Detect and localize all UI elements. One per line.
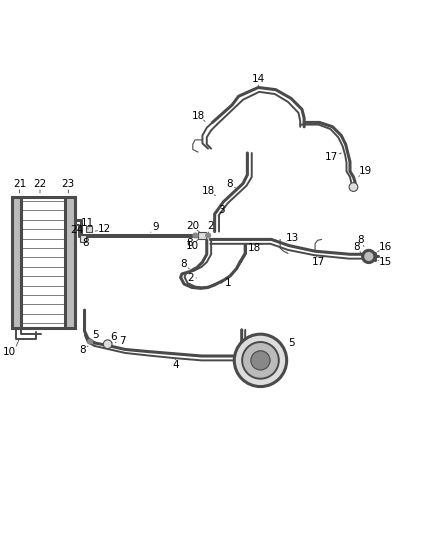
Text: 8: 8 — [353, 242, 360, 252]
Text: 8: 8 — [79, 345, 86, 356]
Circle shape — [205, 232, 211, 239]
Circle shape — [103, 340, 112, 349]
Text: 22: 22 — [33, 179, 46, 189]
Circle shape — [192, 232, 198, 239]
Text: 8: 8 — [226, 180, 233, 189]
Circle shape — [242, 342, 279, 379]
Bar — [12, 197, 21, 328]
Text: 18: 18 — [202, 187, 215, 196]
Text: 8: 8 — [82, 238, 89, 248]
Text: 17: 17 — [312, 257, 325, 267]
Text: 15: 15 — [379, 257, 392, 267]
Text: 23: 23 — [62, 179, 75, 189]
Text: 24: 24 — [71, 225, 84, 235]
Circle shape — [251, 351, 270, 370]
Text: 17: 17 — [325, 152, 338, 163]
Bar — [65, 197, 75, 328]
Bar — [86, 227, 92, 232]
Text: 8: 8 — [186, 238, 193, 248]
Text: 8: 8 — [357, 235, 364, 245]
Circle shape — [363, 251, 375, 263]
Text: 14: 14 — [252, 74, 265, 84]
Text: 16: 16 — [379, 242, 392, 252]
Text: 12: 12 — [98, 224, 111, 234]
Circle shape — [87, 338, 93, 345]
Text: 7: 7 — [119, 336, 125, 346]
Bar — [198, 231, 206, 239]
Text: 6: 6 — [110, 332, 117, 342]
Text: 4: 4 — [172, 360, 179, 370]
Text: 1: 1 — [224, 278, 231, 288]
Circle shape — [234, 334, 287, 386]
Text: 10: 10 — [185, 240, 198, 251]
Text: 8: 8 — [180, 260, 187, 269]
Text: 5: 5 — [288, 338, 294, 348]
Text: 2: 2 — [207, 221, 214, 231]
Text: 3: 3 — [218, 205, 225, 215]
Text: 20: 20 — [186, 221, 199, 231]
Circle shape — [349, 183, 358, 191]
Text: 18: 18 — [248, 243, 261, 253]
Text: 21: 21 — [13, 179, 26, 189]
Text: 5: 5 — [92, 330, 99, 341]
Text: 2: 2 — [187, 273, 194, 283]
Text: 18: 18 — [192, 111, 205, 121]
Text: 9: 9 — [152, 222, 159, 232]
Text: 19: 19 — [359, 166, 372, 176]
Bar — [80, 235, 86, 243]
Text: 11: 11 — [81, 218, 94, 228]
Text: 10: 10 — [3, 346, 16, 357]
Text: 13: 13 — [286, 233, 299, 243]
